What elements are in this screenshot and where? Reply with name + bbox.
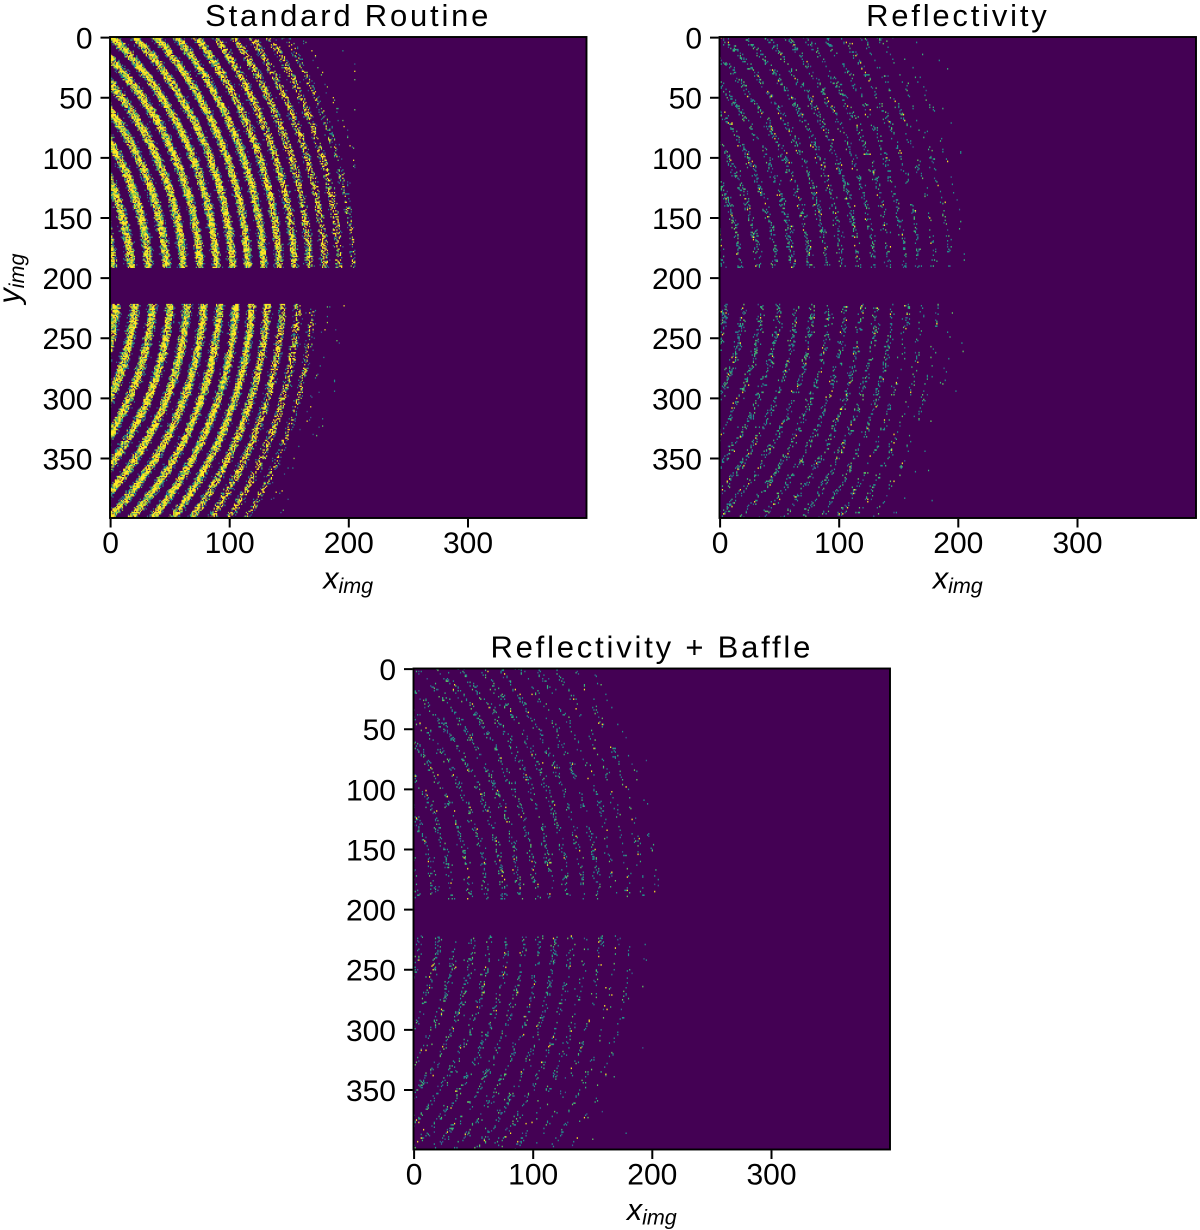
svg-text:100: 100 [814,527,864,560]
svg-text:100: 100 [205,527,255,560]
svg-text:200: 200 [933,527,983,560]
svg-text:300: 300 [652,383,702,416]
svg-text:150: 150 [652,203,702,236]
svg-text:200: 200 [652,263,702,296]
svg-text:0: 0 [685,23,702,56]
svg-text:0: 0 [76,23,93,56]
svg-text:100: 100 [508,1159,558,1192]
svg-text:150: 150 [42,203,92,236]
svg-text:300: 300 [1052,527,1102,560]
svg-text:Standard Routine: Standard Routine [205,0,491,33]
svg-text:Reflectivity: Reflectivity [866,0,1049,33]
svg-text:0: 0 [379,654,396,687]
svg-text:300: 300 [346,1015,396,1048]
svg-text:0: 0 [406,1159,423,1192]
svg-text:250: 250 [652,323,702,356]
svg-text:100: 100 [42,143,92,176]
svg-text:250: 250 [42,323,92,356]
svg-text:200: 200 [42,263,92,296]
svg-text:Reflectivity + Baffle: Reflectivity + Baffle [490,630,813,665]
svg-text:0: 0 [102,527,119,560]
svg-text:350: 350 [652,444,702,477]
svg-text:350: 350 [42,444,92,477]
svg-text:yimg: yimg [0,254,29,306]
svg-text:100: 100 [652,143,702,176]
svg-text:350: 350 [346,1075,396,1108]
svg-text:50: 50 [363,714,396,747]
svg-text:300: 300 [42,383,92,416]
svg-text:0: 0 [712,527,729,560]
svg-text:150: 150 [346,835,396,868]
svg-text:250: 250 [346,955,396,988]
svg-text:50: 50 [59,83,92,116]
svg-text:50: 50 [669,83,702,116]
svg-text:200: 200 [324,527,374,560]
svg-text:300: 300 [443,527,493,560]
svg-text:200: 200 [627,1159,677,1192]
svg-text:200: 200 [346,895,396,928]
svg-text:100: 100 [346,774,396,807]
svg-text:300: 300 [746,1159,796,1192]
